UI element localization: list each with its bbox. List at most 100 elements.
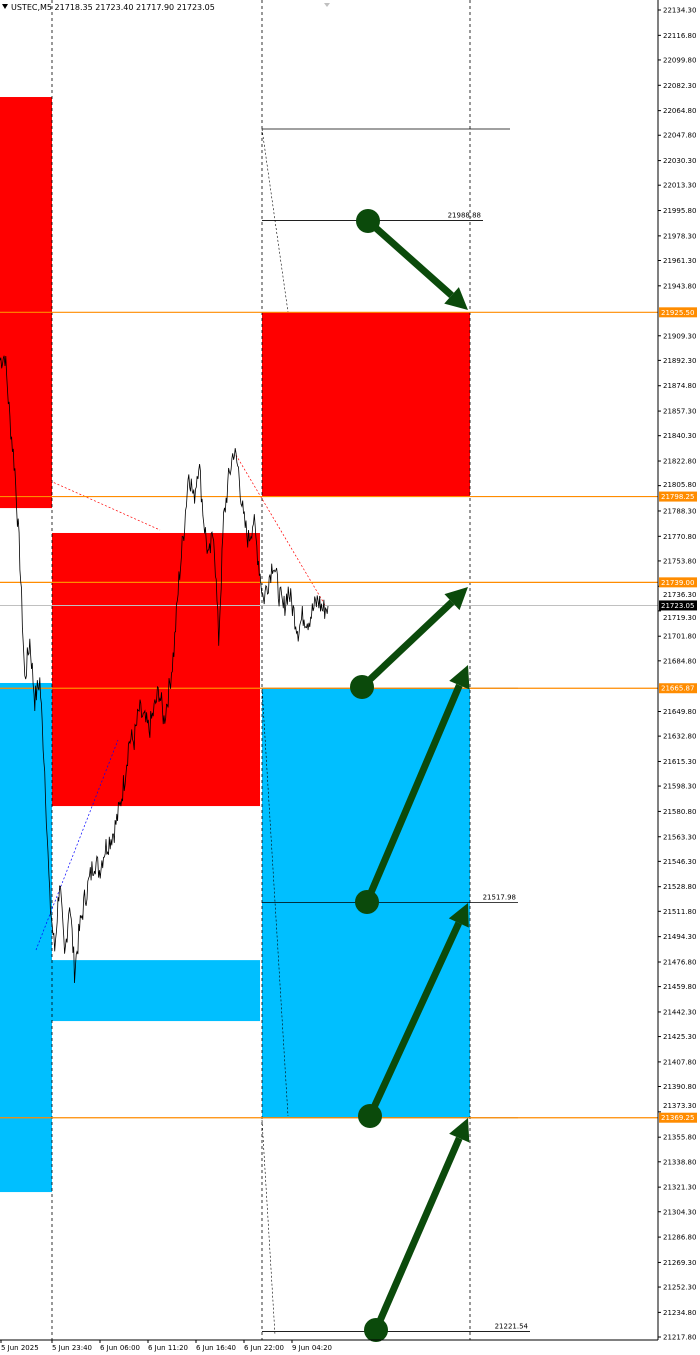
y-tick-label: 22030.30 <box>663 157 696 165</box>
arrow-shaft <box>359 599 455 690</box>
trend-line <box>261 687 289 1117</box>
y-tick-label: 21770.80 <box>663 533 696 541</box>
y-tick-label: 21373.30 <box>663 1102 696 1110</box>
y-tick-label: 21649.80 <box>663 708 696 716</box>
x-tick-label: 6 Jun 16:40 <box>196 1344 236 1352</box>
x-tick-label: 6 Jun 06:00 <box>100 1344 140 1352</box>
y-tick-label: 21719.30 <box>663 614 696 622</box>
y-tick-label: 21511.80 <box>663 908 696 916</box>
trend-line-red <box>235 454 326 606</box>
arrow-origin-dot <box>350 675 374 699</box>
y-tick-label: 21788.30 <box>663 507 696 515</box>
y-tick-label: 21753.80 <box>663 557 696 565</box>
y-tick-label: 21874.80 <box>663 382 696 390</box>
arrow-origin-dot <box>356 209 380 233</box>
y-tick-label: 21252.30 <box>663 1284 696 1292</box>
level-price-label: 21665.87 <box>661 685 694 693</box>
projection-arrow <box>358 903 469 1128</box>
demand-zone <box>0 682 52 1193</box>
y-tick-label: 21580.80 <box>663 808 696 816</box>
level-price-tag <box>659 577 697 588</box>
supply-zone <box>262 312 470 497</box>
y-tick-label: 21459.80 <box>663 983 696 991</box>
y-tick-label: 21615.30 <box>663 758 696 766</box>
scroll-marker-icon <box>324 3 330 7</box>
arrow-head-icon <box>444 287 468 310</box>
y-tick-label: 21701.80 <box>663 633 696 641</box>
chart-header: USTEC,M5 21718.35 21723.40 21717.90 2172… <box>2 3 215 12</box>
level-price-tag <box>659 1112 697 1123</box>
projection-arrow <box>356 209 468 310</box>
y-tick-label: 21892.30 <box>663 357 696 365</box>
trend-line <box>261 1119 276 1336</box>
y-tick-label: 21304.30 <box>663 1208 696 1216</box>
trend-line-blue <box>35 739 119 951</box>
current-price-tag <box>659 600 697 611</box>
arrow-head-icon <box>449 1118 470 1143</box>
level-label: 21517.98 <box>483 893 516 901</box>
y-tick-label: 21217.80 <box>663 1334 696 1342</box>
y-tick-label: 22099.80 <box>663 56 696 64</box>
y-tick-label: 22116.80 <box>663 32 696 40</box>
y-tick-label: 21234.80 <box>663 1309 696 1317</box>
current-price-label: 21723.05 <box>661 602 694 610</box>
y-tick-label: 21632.80 <box>663 733 696 741</box>
x-tick-label: 9 Jun 04:20 <box>292 1344 332 1352</box>
arrow-origin-dot <box>364 1318 388 1342</box>
arrow-shaft <box>363 683 463 904</box>
arrow-shaft <box>366 921 462 1118</box>
y-tick-label: 21476.80 <box>663 958 696 966</box>
y-tick-label: 21598.30 <box>663 783 696 791</box>
y-tick-label: 21286.80 <box>663 1234 696 1242</box>
dropdown-triangle-icon[interactable] <box>2 4 8 9</box>
x-tick-label: 6 Jun 22:00 <box>244 1344 284 1352</box>
level-price-label: 21925.50 <box>661 309 694 317</box>
y-tick-label: 21442.30 <box>663 1008 696 1016</box>
level-price-tag <box>659 491 697 502</box>
y-tick-label: 21338.80 <box>663 1158 696 1166</box>
projection-arrow <box>350 587 468 699</box>
y-tick-label: 21407.80 <box>663 1058 696 1066</box>
y-tick-label: 21995.80 <box>663 207 696 215</box>
y-tick-label: 22082.30 <box>663 82 696 90</box>
y-tick-label: 21269.30 <box>663 1259 696 1267</box>
y-tick-label: 21684.80 <box>663 657 696 665</box>
supply-zone <box>0 97 52 509</box>
level-label: 21988.88 <box>448 212 481 220</box>
y-tick-label: 21355.80 <box>663 1134 696 1142</box>
arrow-head-icon <box>449 665 470 690</box>
arrow-origin-dot <box>358 1104 382 1128</box>
y-tick-label: 21805.80 <box>663 481 696 489</box>
price-line <box>0 355 329 984</box>
x-tick-label: 5 Jun 23:40 <box>52 1344 92 1352</box>
y-tick-label: 21857.30 <box>663 408 696 416</box>
y-tick-label: 22134.30 <box>663 7 696 15</box>
level-label: 21221.54 <box>495 1323 529 1331</box>
level-price-tag <box>659 307 697 318</box>
trend-line-red <box>9 462 161 531</box>
y-tick-label: 21390.80 <box>663 1083 696 1091</box>
y-tick-label: 21321.30 <box>663 1184 696 1192</box>
arrow-head-icon <box>444 587 468 611</box>
y-tick-label: 21978.30 <box>663 232 696 240</box>
symbol-label: USTEC,M5 <box>11 3 52 12</box>
supply-zone <box>52 532 260 807</box>
arrow-shaft <box>365 218 454 298</box>
y-tick-label: 21943.80 <box>663 282 696 290</box>
y-tick-label: 21425.30 <box>663 1033 696 1041</box>
arrow-shaft <box>372 1136 463 1332</box>
y-tick-label: 21528.80 <box>663 883 696 891</box>
demand-zone <box>52 960 260 1022</box>
y-tick-label: 21961.30 <box>663 257 696 265</box>
y-tick-label: 21909.30 <box>663 332 696 340</box>
y-tick-label: 21736.30 <box>663 591 696 599</box>
level-price-label: 21739.00 <box>661 579 694 587</box>
ohlc-readout: 21718.35 21723.40 21717.90 21723.05 <box>54 3 215 12</box>
arrow-origin-dot <box>355 890 379 914</box>
level-price-label: 21369.25 <box>661 1114 694 1122</box>
y-tick-label: 21822.80 <box>663 458 696 466</box>
level-price-label: 21798.25 <box>661 493 694 501</box>
y-tick-label: 22047.80 <box>663 132 696 140</box>
